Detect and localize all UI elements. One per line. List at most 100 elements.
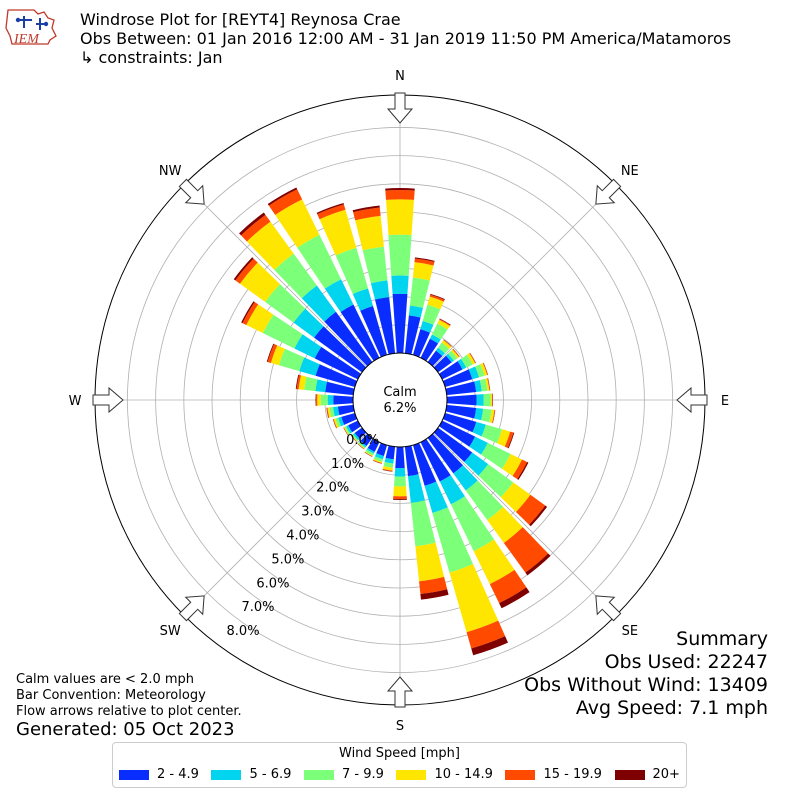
summary-block: Summary Obs Used: 22247 Obs Without Wind… [524,628,768,720]
bar-240deg-bin2 [344,426,351,435]
bar-150deg-bin4 [489,569,527,604]
bar-210deg-bin5 [364,452,373,457]
compass-label-nw: NW [159,164,182,179]
bar-140deg-bin4 [503,527,549,573]
bar-250deg-bin0 [341,412,358,425]
bar-190deg-bin5 [382,469,393,472]
legend-label-0: 2 - 4.9 [157,767,199,782]
bar-90deg-bin1 [476,394,484,406]
bar-340deg-bin4 [317,204,346,220]
bar-210deg-bin2 [365,449,374,456]
bar-190deg-bin4 [382,468,393,472]
generated-date: Generated: 05 Oct 2023 [16,719,235,740]
bar-150deg-bin5 [499,587,530,609]
summary-title: Summary [676,628,768,650]
legend-label-2: 7 - 9.9 [341,767,384,782]
bar-280deg-bin2 [304,376,318,392]
bar-300deg-bin0 [314,346,362,380]
radial-tick-label-6: 6.0% [256,576,289,591]
bar-170deg-bin3 [415,542,445,582]
bar-330deg-bin2 [297,234,342,289]
bar-350deg-bin3 [355,215,384,251]
compass-label-n: N [395,69,405,84]
compass-label-e: E [721,394,729,409]
bar-90deg-bin0 [446,394,477,406]
bar-100deg-bin5 [492,409,496,424]
summary-obs-without-wind: Obs Without Wind: 13409 [524,674,768,696]
compass-arrow-se [595,595,622,622]
bar-100deg-bin1 [474,408,484,421]
compass-arrow-w [92,386,124,414]
bar-40deg-bin5 [443,339,452,347]
axis-labels: N NE E SE S SW W NW 0.0% 1.0% 2.0% 3.0% 4.0% 5.0% 6.0%… [69,69,730,734]
bar-250deg-bin5 [332,419,337,429]
bar-320deg-bin4 [241,214,271,242]
bar-240deg-bin4 [343,427,349,436]
bar-120deg-bin5 [517,462,529,480]
bar-70deg-bin5 [483,362,489,375]
windrose-bars [233,187,551,656]
grid-spoke-1 [432,184,616,368]
compass-label-s: S [396,719,404,734]
bar-30deg-bin3 [437,319,450,330]
bar-220deg-bin4 [357,443,365,450]
bar-100deg-bin2 [481,408,492,423]
legend-item-1: 5 - 6.9 [211,767,291,782]
bar-320deg-bin2 [274,253,317,299]
bar-240deg-bin0 [348,420,362,433]
bar-210deg-bin1 [366,447,375,454]
bar-170deg-bin0 [404,445,419,477]
bar-90deg-bin5 [492,393,493,407]
bar-40deg-bin4 [443,339,452,347]
bar-300deg-bin4 [242,301,259,326]
bar-350deg-bin2 [362,246,388,284]
bar-160deg-bin0 [412,442,437,486]
bar-180deg-bin3 [393,486,407,497]
bar-30deg-bin4 [439,318,451,326]
bar-330deg-bin5 [267,187,298,206]
bar-280deg-bin4 [296,374,302,390]
bar-270deg-bin5 [315,394,317,406]
bar-20deg-bin1 [420,320,434,333]
radial-tick-label-8: 8.0% [227,624,260,639]
bar-10deg-bin5 [414,257,435,262]
bar-40deg-bin0 [427,350,443,367]
bar-0deg-bin4 [385,190,415,200]
bar-120deg-bin4 [512,459,528,480]
bar-150deg-bin2 [450,496,495,552]
bar-70deg-bin2 [475,364,485,378]
bar-110deg-bin2 [481,424,503,444]
bar-90deg-bin2 [483,393,491,407]
bar-270deg-bin2 [320,394,328,406]
bar-110deg-bin3 [497,429,511,447]
bar-250deg-bin4 [333,419,337,429]
bar-120deg-bin1 [469,436,488,455]
bar-280deg-bin0 [325,381,355,396]
calm-value: 6.2% [383,401,416,416]
radial-tick-label-5: 5.0% [271,552,304,567]
bar-180deg-bin5 [393,498,407,501]
bar-330deg-bin0 [340,304,380,362]
bar-180deg-bin1 [394,467,406,477]
bar-70deg-bin3 [480,363,488,376]
legend-swatch-3 [396,769,427,780]
legend-label-5: 20+ [652,767,680,782]
bar-80deg-bin4 [487,378,490,391]
radial-tick-label-7: 7.0% [241,600,274,615]
bar-300deg-bin3 [246,304,274,334]
bar-230deg-bin0 [354,427,367,439]
legend: Wind Speed [mph] 2 - 4.9 5 - 6.9 7 - 9.9 10… [112,742,687,788]
bar-130deg-bin4 [515,494,546,525]
bar-280deg-bin3 [298,375,307,390]
bar-220deg-bin2 [358,442,366,449]
radial-tick-label-1: 1.0% [331,457,364,472]
legend-item-4: 15 - 19.9 [505,767,602,782]
bar-200deg-bin1 [374,453,384,460]
bar-0deg-bin5 [385,188,415,191]
bar-210deg-bin0 [367,438,380,452]
bar-290deg-bin3 [270,345,285,366]
bar-300deg-bin5 [241,301,255,324]
legend-swatch-1 [211,769,242,780]
bar-260deg-bin2 [329,407,335,418]
bar-300deg-bin2 [262,314,303,349]
